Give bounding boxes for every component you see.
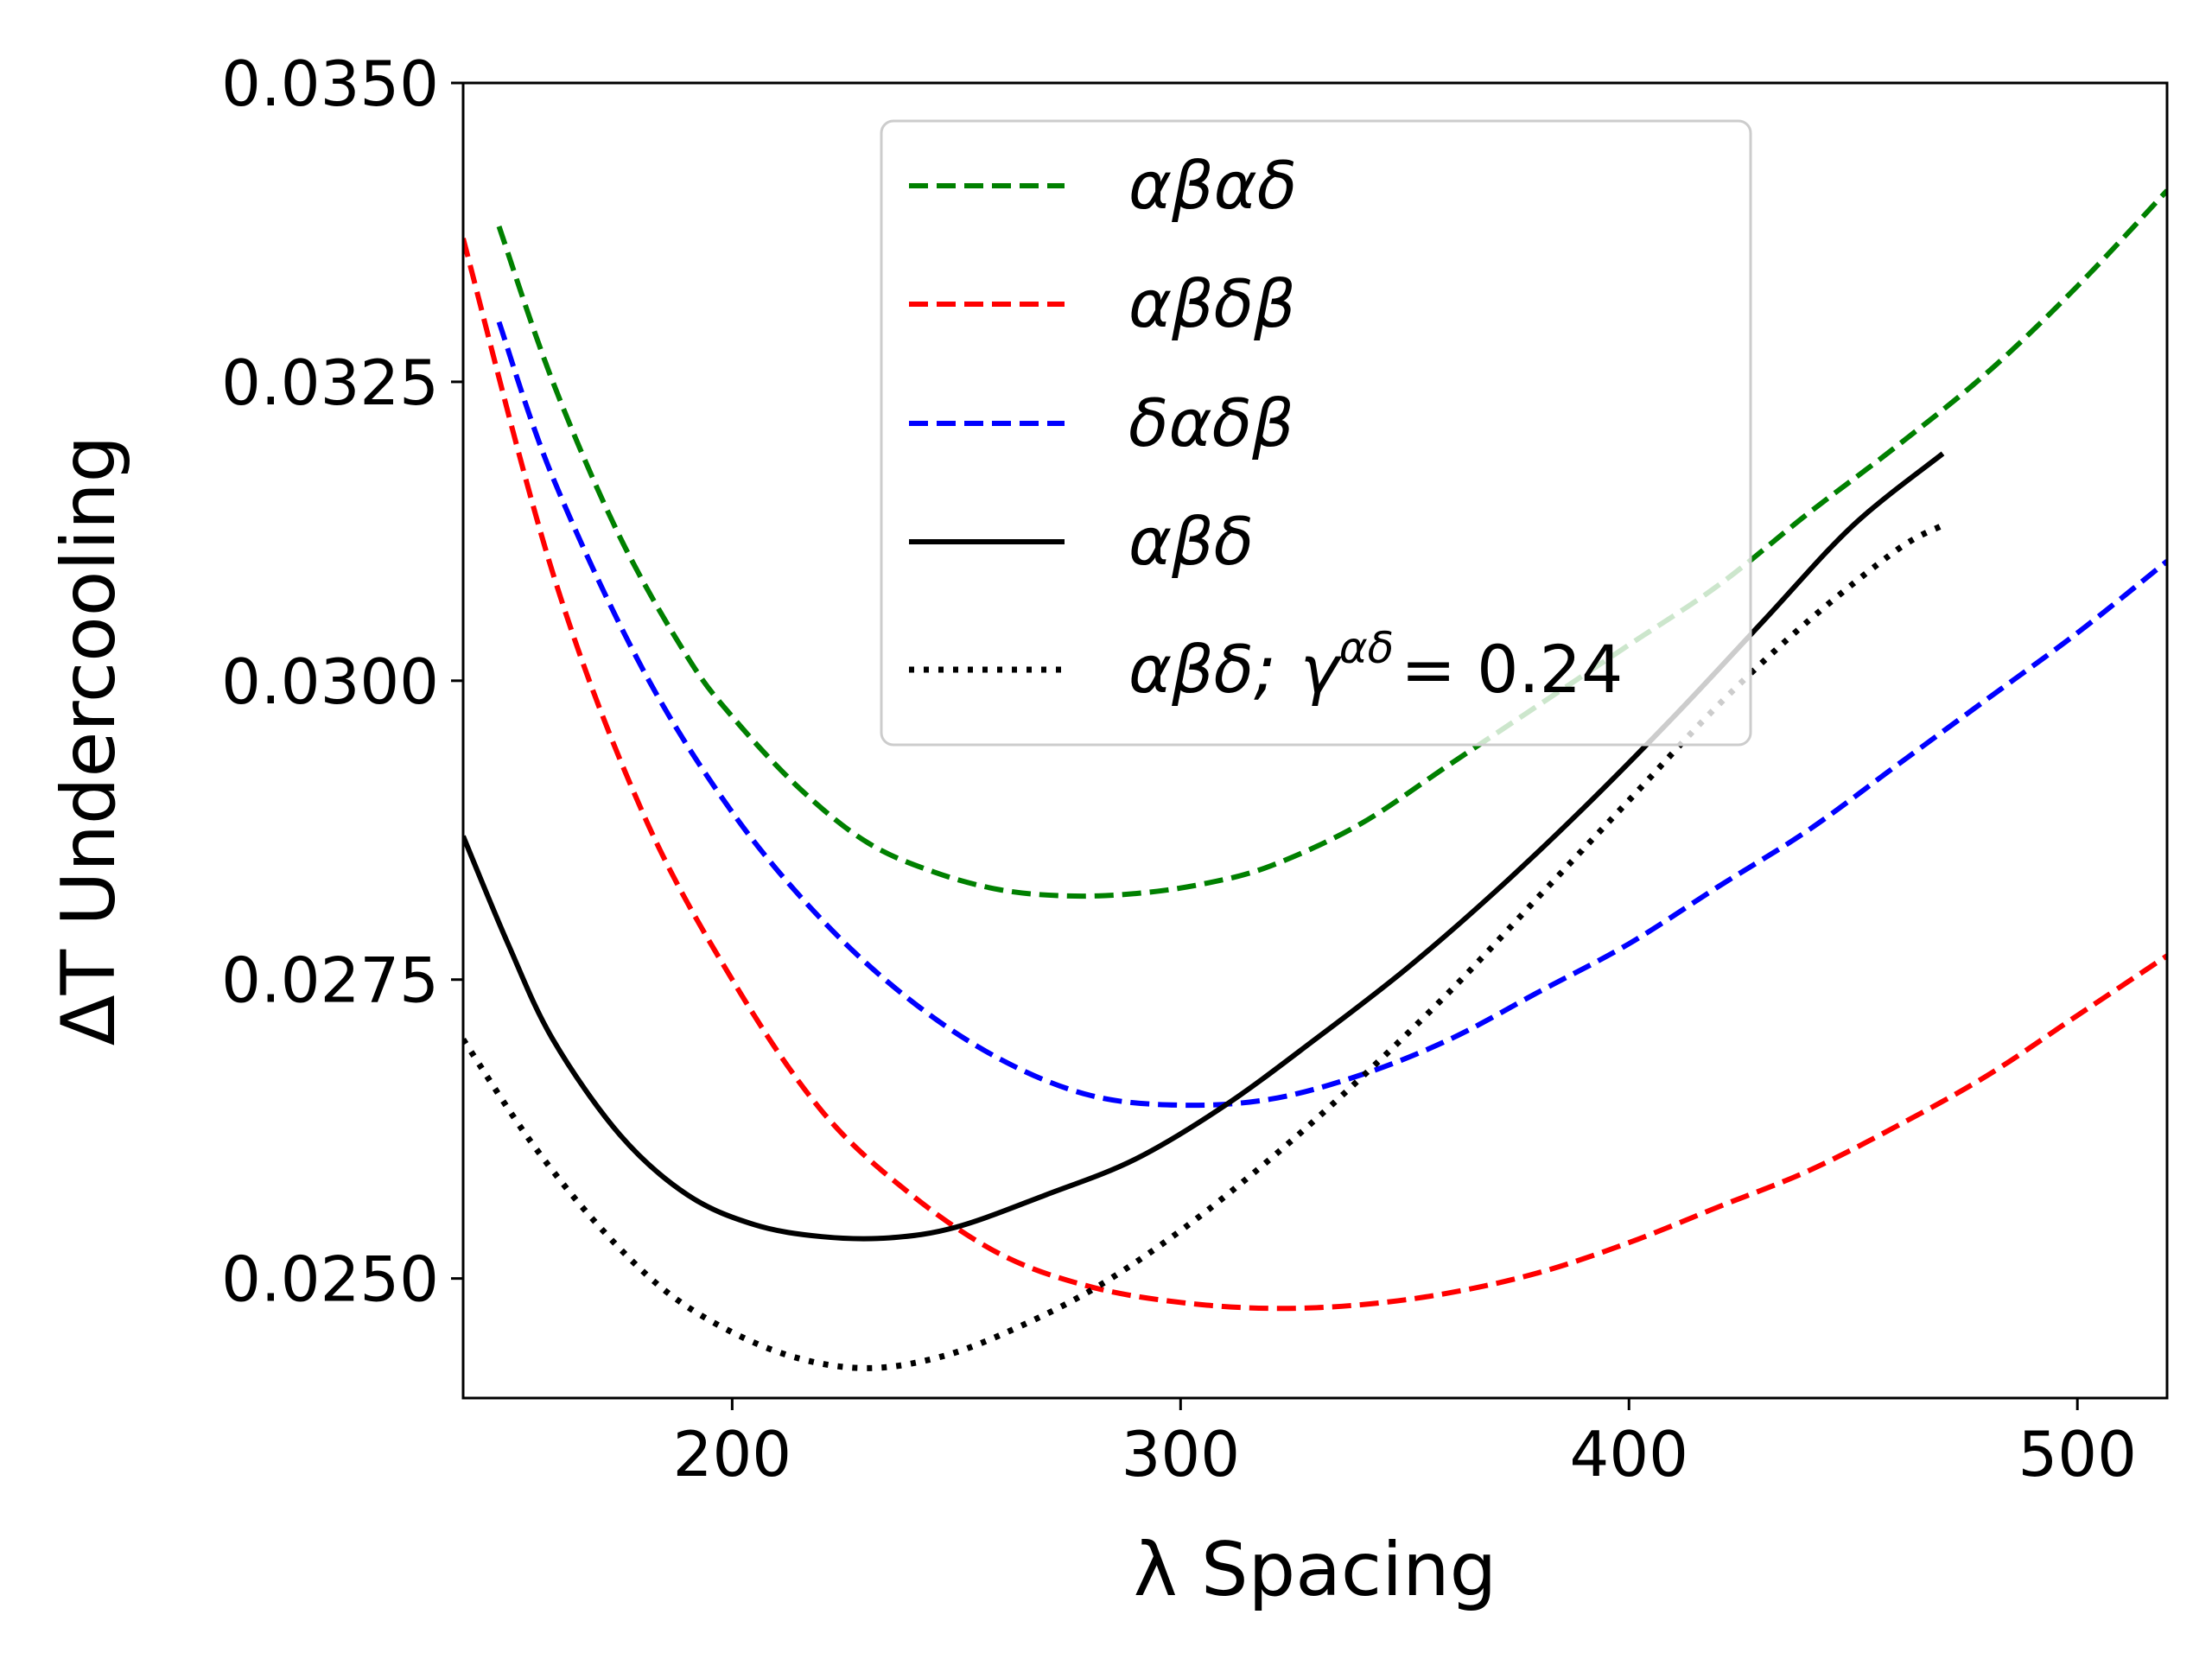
series-line-2: [463, 238, 2167, 1312]
legend-gamma-superscript: αδ: [1339, 623, 1395, 673]
legend-gamma-value: = 0.24: [1401, 631, 1623, 708]
series-layer: [463, 188, 2167, 1371]
y-tick-label: 0.0325: [221, 346, 439, 419]
legend-label-abd: αβδ: [1128, 503, 1254, 580]
legend-label-abdb: αβδβ: [1128, 265, 1296, 342]
legend-label-abd-gamma: αβδ; γαδ = 0.24: [1128, 623, 1623, 708]
legend-label-abd-gamma-prefix: αβδ;: [1128, 631, 1276, 708]
y-tick-label: 0.0350: [221, 48, 439, 120]
series-line-5: [463, 522, 1945, 1371]
plot-frame: [461, 81, 2169, 1400]
y-axis-title: ΔT Undercooling: [46, 435, 132, 1046]
y-tick-label: 0.0300: [221, 645, 439, 718]
x-tick-label: 500: [2018, 1418, 2136, 1491]
x-axis-title: λ Spacing: [1134, 1527, 1497, 1613]
x-tick-label: 300: [1122, 1418, 1240, 1491]
legend-box: [880, 119, 1752, 747]
series-line-3: [496, 321, 2167, 1109]
legend-gamma-symbol: γ: [1300, 631, 1343, 708]
legend: αβαδ αβδβ δαδβ αβδ αβδ; γαδ = 0.24: [880, 119, 1752, 747]
legend-label-dadb: δαδβ: [1128, 385, 1294, 461]
y-tick-label: 0.0275: [221, 944, 439, 1017]
series-line-1: [496, 188, 2167, 899]
y-tick-label: 0.0250: [221, 1243, 439, 1316]
x-tick-label: 400: [1570, 1418, 1688, 1491]
x-tick-label: 200: [673, 1418, 791, 1491]
x-axis-ticks: 200 300 400 500: [673, 1398, 2137, 1491]
y-axis-ticks: 0.0250 0.0275 0.0300 0.0325 0.0350: [221, 48, 463, 1316]
legend-label-abad: αβαδ: [1128, 147, 1297, 224]
